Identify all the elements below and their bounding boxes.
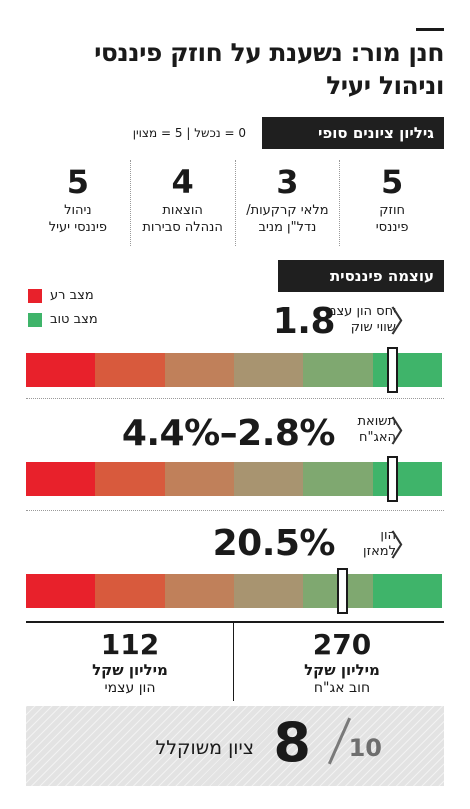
gauge-bond-yield [26, 456, 442, 502]
grade-label: חוזק פיננסי [375, 203, 409, 235]
total-bond-debt: 270 מיליון שקל חוב אג"ח [242, 629, 442, 697]
weighted-score-value: 8 [273, 711, 311, 774]
grade-value: 5 [66, 163, 89, 201]
gauge-segment [95, 574, 165, 608]
chevron-icon: 〈 [390, 305, 420, 340]
total-label: חוב אג"ח [313, 680, 371, 696]
grade-label: מלאי קרקעות/ נדל"ן מניב [246, 203, 329, 235]
chevron-icon: 〈 [390, 529, 420, 564]
weighted-score-box: ציון משוקלל 8 10 [26, 706, 444, 786]
totals-rule [26, 621, 444, 623]
grades-row: 5 חוזק פיננסי 3 מלאי קרקעות/ נדל"ן מניב … [26, 160, 444, 246]
legend-bad: מצב רע [28, 287, 148, 305]
gauge-segment [303, 462, 373, 496]
gauge-segment [95, 353, 165, 387]
score-slash [327, 717, 352, 765]
grade-label: הוצאות הנהלה סבירות [142, 203, 223, 235]
gauge-segment [26, 462, 96, 496]
gauge-segment [233, 353, 304, 387]
gauge-capital-balance [26, 568, 442, 614]
gauge-segment [164, 574, 234, 608]
grade-value: 4 [171, 163, 194, 201]
financial-strength-header: עוצמה פיננסית [278, 260, 444, 292]
gauge-segment [303, 353, 373, 387]
gauge-segment [164, 353, 234, 387]
legend-good-label: מצב טוב [50, 312, 98, 327]
grade-land-inventory: 3 מלאי קרקעות/ נדל"ן מניב [234, 160, 340, 246]
weighted-score-max: 10 [348, 734, 382, 762]
metric-value-bond-yield: 4.4%–2.8% [121, 413, 336, 454]
metric-label-bond-yield: תשואת האג"ח [357, 414, 396, 445]
gauge-marker [387, 456, 399, 502]
gauge-segment [372, 353, 442, 387]
separator [26, 510, 444, 511]
grade-financial-strength: 5 חוזק פיננסי [339, 160, 444, 246]
gauge-segment [95, 462, 165, 496]
total-value: 270 [312, 628, 372, 661]
legend-bad-label: מצב רע [50, 288, 94, 303]
gauge-segment [372, 574, 442, 608]
page-title: חנן מור: נשענת על חוזק פיננסי וניהול יעי… [94, 38, 444, 100]
gauge-marker [337, 568, 349, 614]
gauge-segment [26, 574, 96, 608]
grades-header: גיליון ציונים סופי [262, 117, 444, 149]
metric-value-capital-balance: 20.5% [212, 523, 336, 564]
gauge-equity-market [26, 347, 442, 393]
separator [26, 398, 444, 399]
total-unit: מיליון שקל [304, 661, 380, 679]
chevron-icon: 〈 [390, 415, 420, 450]
weighted-score-label: ציון משוקלל [155, 737, 254, 759]
grade-management-expenses: 4 הוצאות הנהלה סבירות [129, 160, 235, 246]
gauge-segment [26, 353, 96, 387]
scale-legend: 0 = נכשל | 5 = מצוין [132, 126, 246, 140]
legend-good: מצב טוב [28, 311, 148, 329]
total-equity: 112 מיליון שקל הון עצמי [30, 629, 230, 697]
gauge-segment [372, 462, 442, 496]
gauge-segment [233, 574, 304, 608]
gauge-segment [164, 462, 234, 496]
grade-value: 3 [276, 163, 299, 201]
metric-label-capital-balance: הון למאזן [363, 528, 396, 559]
grade-value: 5 [380, 163, 404, 201]
metric-label-equity-market: יחס הון עצמי שווי שוק [324, 304, 396, 335]
total-unit: מיליון שקל [92, 661, 168, 679]
totals-divider [233, 623, 234, 701]
total-label: הון עצמי [104, 680, 156, 696]
title-rule [416, 28, 444, 31]
grade-financial-management: 5 ניהול פיננסי יעיל [26, 160, 130, 246]
gauge-segment [233, 462, 304, 496]
gauge-marker [387, 347, 399, 393]
total-value: 112 [100, 628, 160, 661]
legend-good-swatch [28, 313, 42, 327]
metric-value-equity-market: 1.8 [272, 301, 336, 342]
grade-label: ניהול פיננסי יעיל [48, 203, 107, 235]
legend-bad-swatch [28, 289, 42, 303]
